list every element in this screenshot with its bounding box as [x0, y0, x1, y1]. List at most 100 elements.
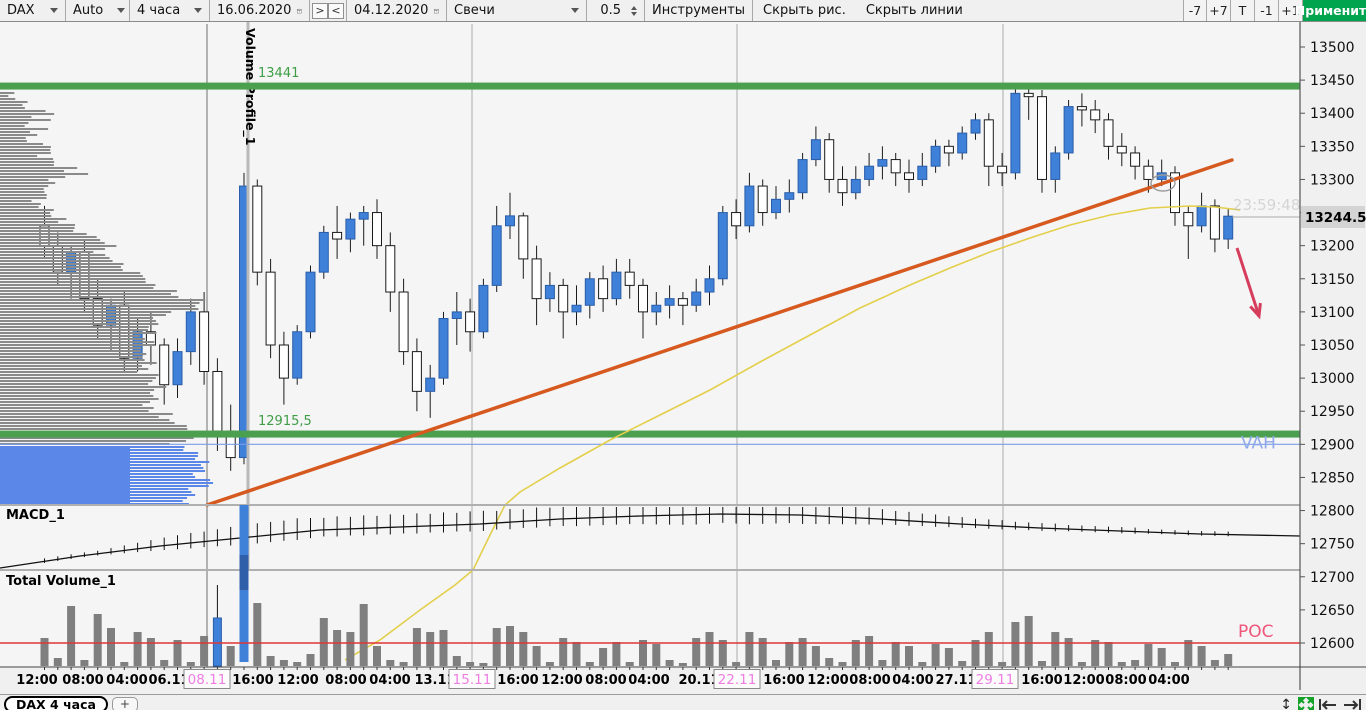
candle — [824, 139, 835, 180]
symbol-select[interactable]: DAX — [0, 0, 66, 21]
tools-button[interactable]: Инструменты — [645, 0, 754, 21]
volume-bar — [293, 662, 302, 666]
fullscreen-expand-icon[interactable] — [1298, 696, 1314, 710]
tab-dax-4h[interactable]: DAX 4 часа — [4, 696, 108, 710]
price-tick-label: 12650 — [1310, 603, 1355, 619]
price-tick-label: 13400 — [1310, 106, 1355, 122]
candle — [1196, 205, 1207, 227]
go-to-start-icon[interactable] — [1318, 696, 1338, 710]
volume-bar — [1011, 622, 1020, 666]
chart-canvas[interactable]: Volume Profile_11344112915,5VAHMACD_1POC… — [0, 22, 1366, 690]
volume-bar — [692, 638, 701, 666]
candle — [837, 178, 848, 194]
step-spinner[interactable]: 0.5 — [587, 0, 645, 21]
go-to-end-icon[interactable] — [1342, 696, 1362, 710]
nav-t-button[interactable]: T — [1231, 0, 1255, 21]
calendar-icon[interactable]: 7 — [434, 5, 439, 17]
shift-back-button[interactable]: < — [328, 2, 344, 19]
timeframe-select[interactable]: 4 часа — [130, 0, 210, 21]
candle — [571, 304, 582, 313]
volume-bar — [599, 648, 608, 666]
candles — [39, 83, 1234, 471]
candle — [917, 165, 928, 180]
calendar-icon[interactable]: 7 — [297, 5, 302, 17]
candle — [1050, 152, 1061, 180]
chart-type-value: Свечи — [454, 3, 495, 18]
nav-minus1-button[interactable]: -1 — [1255, 0, 1279, 21]
breakout-ellipse[interactable] — [1150, 174, 1176, 192]
apply-button[interactable]: Применить — [1295, 0, 1366, 21]
volume-bar — [1131, 660, 1140, 666]
macd-signal-line — [0, 513, 1301, 569]
volume-bar — [1171, 662, 1179, 666]
volume-bar — [253, 603, 262, 666]
candle — [1183, 212, 1194, 227]
candle — [185, 311, 196, 353]
nav-minus7-button[interactable]: -7 — [1183, 0, 1207, 21]
volume-bar — [160, 660, 169, 666]
candle — [1130, 152, 1141, 167]
time-label: 04:00 — [628, 673, 669, 688]
trendline[interactable] — [205, 158, 1234, 507]
vertical-resize-icon[interactable]: ↕ — [1280, 696, 1292, 710]
candle — [1076, 106, 1087, 111]
volume-bar — [998, 662, 1007, 666]
date-to-field[interactable]: 04.12.2020 7 — [347, 0, 447, 21]
volume-bar — [1064, 638, 1073, 666]
volume-bar — [173, 640, 182, 666]
volume-bar — [452, 656, 461, 666]
candle — [345, 218, 356, 240]
candle — [957, 132, 968, 154]
candle — [1090, 109, 1101, 121]
volume-bar — [492, 628, 501, 666]
chart-type-select[interactable]: Свечи — [447, 0, 587, 21]
volume-bar — [1224, 654, 1233, 666]
volume-bar — [412, 628, 421, 666]
volume-bar — [133, 632, 142, 666]
svg-text:7: 7 — [436, 9, 438, 13]
candle — [478, 284, 489, 333]
shift-forward-button[interactable]: > — [312, 2, 328, 19]
candle — [278, 344, 289, 379]
volume-bar — [506, 626, 514, 666]
add-tab-button[interactable]: + — [111, 697, 138, 710]
volume-panel: POC Total Volume_1 — [0, 505, 1300, 667]
volume-bar — [678, 663, 687, 666]
current-price-label: 13244.5 — [1305, 210, 1366, 226]
hide-lines-button[interactable]: Скрыть линии — [865, 3, 963, 18]
week-label-box — [971, 669, 1019, 689]
nav-plus1-button[interactable]: +1 — [1279, 0, 1303, 21]
volume-bar — [1077, 662, 1086, 666]
price-tick-label: 13200 — [1310, 239, 1355, 255]
hide-drawings-button[interactable]: Скрыть рис. — [763, 3, 846, 18]
volume-bar — [386, 660, 395, 666]
volume-bar — [479, 663, 488, 666]
toolbar-spacer — [973, 0, 1183, 21]
spinner-arrows-icon[interactable] — [631, 5, 637, 16]
week-label-box — [183, 669, 231, 689]
candle — [199, 311, 210, 372]
candle — [890, 159, 901, 174]
candle — [172, 351, 183, 386]
price-tick-label: 13150 — [1310, 272, 1355, 288]
level-lines: 13441 12915,5 VAH — [0, 66, 1300, 453]
price-tick-label: 13300 — [1310, 172, 1355, 188]
volume-bar — [1091, 640, 1100, 666]
candle — [731, 212, 742, 227]
scale-select[interactable]: Auto — [66, 0, 130, 21]
step-value: 0.5 — [600, 3, 621, 18]
volume-bar — [785, 642, 794, 666]
volume-bar — [984, 632, 993, 666]
volume-bar — [1117, 662, 1126, 666]
volume-bar — [851, 640, 860, 666]
candle — [771, 198, 781, 214]
volume-bar — [705, 632, 714, 666]
down-arrow[interactable] — [1235, 247, 1261, 317]
volume-bar — [944, 648, 953, 666]
volume-bar — [466, 662, 475, 666]
volume-bar — [665, 660, 674, 666]
nav-plus7-button[interactable]: +7 — [1207, 0, 1231, 21]
volume-bar — [40, 638, 49, 666]
time-label: 04:00 — [1148, 673, 1189, 688]
date-from-field[interactable]: 16.06.2020 7 — [210, 0, 310, 21]
